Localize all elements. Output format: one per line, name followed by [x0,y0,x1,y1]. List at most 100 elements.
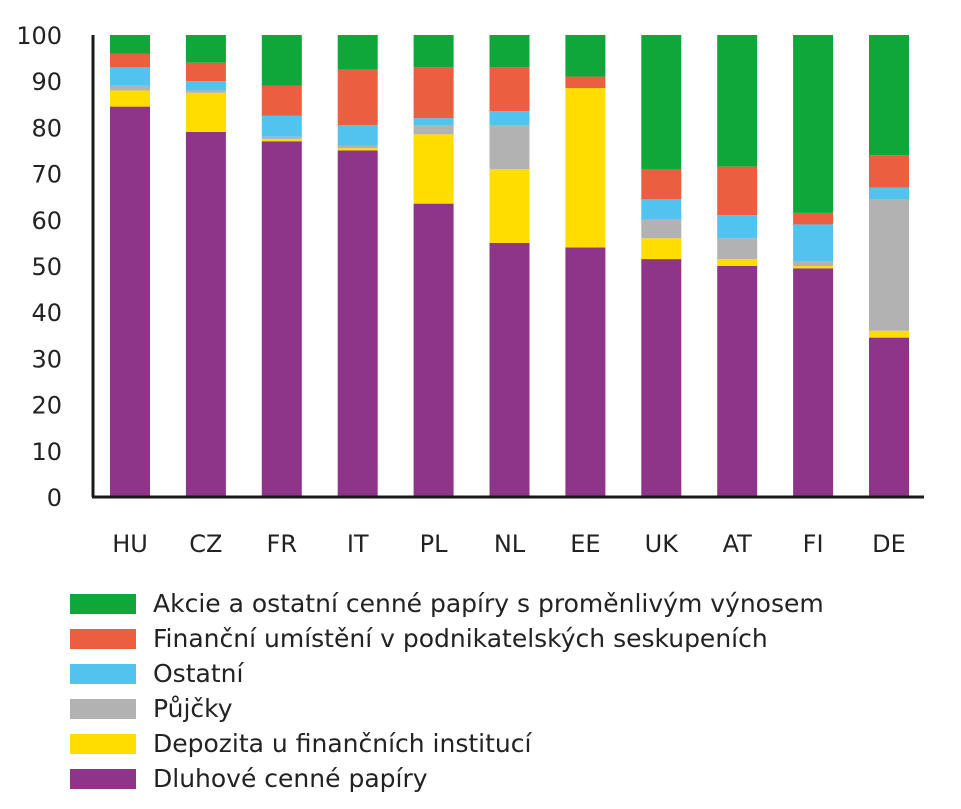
legend-item: Akcie a ostatní cenné papíry s proměnliv… [70,586,824,621]
bar-segment-hu-series-2 [110,85,150,91]
y-tick-label: 70 [31,161,62,189]
y-tick-label: 80 [31,114,62,142]
bar-segment-it-series-3 [337,125,378,146]
bar-segment-pl-series-3 [413,118,454,126]
y-tick-label: 30 [31,345,62,373]
bar-segment-fr-series-4 [261,85,302,116]
legend-item: Finanční umístění v podnikatelských sesk… [70,621,824,656]
y-tick-label: 10 [31,438,62,466]
bar-segment-pl-series-4 [413,67,454,119]
bar-segment-fr-series-2 [261,136,302,139]
legend-item: Půjčky [70,691,824,726]
bar-segment-uk-series-1 [641,238,682,260]
bar-segment-de-series-3 [869,187,909,200]
legend-item: Dluhové cenné papíry [70,761,824,796]
bar-segment-at-series-3 [717,215,758,239]
bar-segment-nl-series-1 [489,168,530,243]
x-tick-label-it: IT [347,530,369,558]
bar-segment-ee-series-4 [565,76,606,89]
legend-label: Ostatní [153,659,244,688]
bar-segment-uk-series-5 [641,35,682,169]
bar-segment-nl-series-2 [489,125,530,169]
bar-segment-it-series-5 [337,35,378,70]
x-axis-labels: HU CZ FR IT PL NL EE UK AT FI DE [112,530,906,558]
y-tick-label: 40 [31,299,62,327]
bar-segment-cz-series-1 [185,92,226,133]
bar-segment-cz-series-4 [185,62,226,82]
bar-segment-it-series-0 [337,150,378,497]
bars [110,35,909,498]
legend-swatch [70,768,136,789]
bar-segment-pl-series-2 [413,125,454,135]
x-tick-label-uk: UK [645,530,680,558]
bar-segment-fi-series-1 [793,266,834,269]
bar-segment-it-series-2 [337,145,378,149]
bar-segment-fi-series-3 [793,224,834,262]
bar-segment-de-series-0 [869,337,909,497]
legend-swatch [70,663,136,684]
bar-segment-uk-series-4 [641,168,682,200]
stacked-bar-chart: 0 10 20 30 40 50 60 70 80 90 100 HU CZ FR IT PL NL EE UK A… [16,22,924,558]
bar-segment-pl-series-1 [413,134,454,204]
x-tick-label-hu: HU [112,530,148,558]
x-tick-label-ee: EE [570,530,600,558]
bar-segment-hu-series-5 [110,35,150,54]
bar-segment-pl-series-5 [413,35,454,68]
legend-label: Dluhové cenné papíry [153,764,428,793]
bar-segment-ee-series-1 [565,88,606,248]
bar-segment-uk-series-2 [641,219,682,239]
bar-segment-cz-series-3 [185,81,226,91]
legend-swatch [70,698,136,719]
y-tick-label: 100 [16,22,62,50]
bar-segment-pl-series-0 [413,203,454,497]
x-tick-label-fi: FI [803,530,824,558]
y-tick-label: 60 [31,207,62,235]
bar-segment-ee-series-0 [565,247,606,497]
bar-segment-hu-series-3 [110,67,150,86]
legend: Akcie a ostatní cenné papíry s proměnliv… [70,586,824,796]
bar-segment-nl-series-4 [489,67,530,112]
bar-segment-uk-series-3 [641,199,682,220]
bar-segment-cz-series-0 [185,132,226,497]
bar-segment-fr-series-1 [261,138,302,142]
bar-segment-hu-series-0 [110,106,150,498]
y-axis-ticks: 0 10 20 30 40 50 60 70 80 90 100 [16,22,62,512]
bar-segment-it-series-1 [337,148,378,151]
legend-label: Finanční umístění v podnikatelských sesk… [153,624,768,653]
y-tick-label: 50 [31,253,62,281]
bar-segment-ee-series-5 [565,35,606,77]
legend-swatch [70,733,136,754]
bar-segment-at-series-5 [717,35,758,167]
bar-segment-cz-series-2 [185,90,226,93]
x-tick-label-nl: NL [494,530,526,558]
x-tick-label-cz: CZ [189,530,222,558]
legend-label: Akcie a ostatní cenné papíry s proměnliv… [153,589,824,618]
bar-segment-cz-series-5 [185,35,226,63]
legend-item: Depozita u finančních institucí [70,726,824,761]
bar-segment-it-series-4 [337,69,378,126]
bar-segment-fr-series-3 [261,115,302,137]
bar-segment-de-series-4 [869,155,909,188]
bar-segment-nl-series-5 [489,35,530,68]
x-tick-label-fr: FR [267,530,297,558]
legend-swatch [70,593,136,614]
x-tick-label-pl: PL [420,530,448,558]
legend-label: Půjčky [153,694,233,723]
bar-segment-nl-series-3 [489,111,530,126]
bar-segment-hu-series-1 [110,90,150,107]
bar-segment-fi-series-0 [793,268,834,497]
bar-segment-at-series-2 [717,238,758,260]
bar-segment-at-series-4 [717,166,758,216]
bar-segment-at-series-1 [717,259,758,266]
y-tick-label: 0 [47,484,62,512]
bar-segment-fr-series-5 [261,35,302,86]
legend-swatch [70,628,136,649]
bar-segment-uk-series-0 [641,259,682,497]
bar-segment-de-series-5 [869,35,909,156]
x-tick-label-de: DE [872,530,906,558]
bar-segment-de-series-2 [869,199,909,331]
bar-segment-at-series-0 [717,266,758,497]
legend-item: Ostatní [70,656,824,691]
y-tick-label: 90 [31,68,62,96]
bar-segment-fi-series-4 [793,212,834,225]
